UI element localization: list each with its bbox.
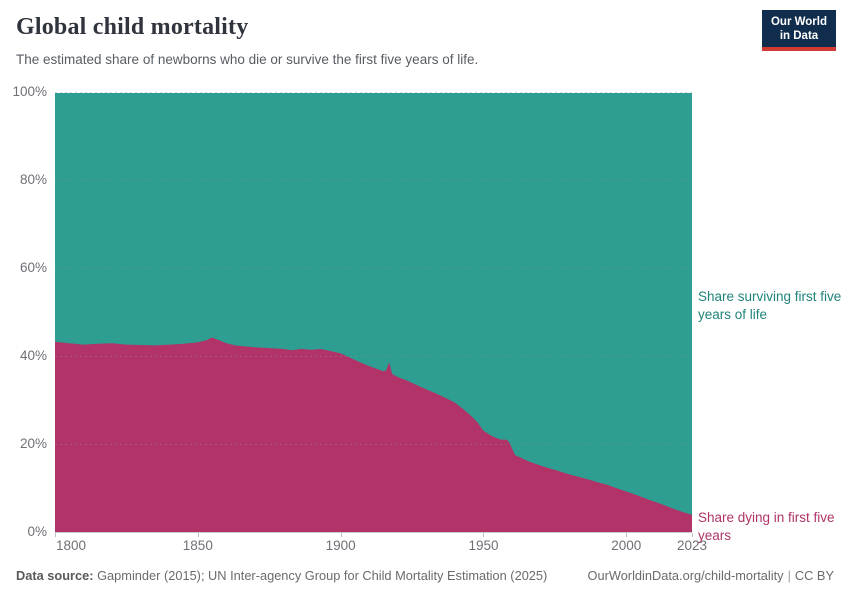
y-tick-label: 40% [19,348,47,363]
x-tick-label: 1850 [182,538,213,553]
x-axis [55,533,693,537]
data-source-label: Data source: [16,568,94,583]
y-tick-label: 20% [19,436,47,451]
y-tick-label: 80% [19,172,47,187]
footer-separator: | [787,568,791,583]
footer-links: OurWorldinData.org/child-mortality | CC BY [588,568,834,583]
x-tick-label: 1800 [56,538,87,553]
data-source-text: Gapminder (2015); UN Inter-agency Group … [97,568,548,583]
y-tick-label: 0% [27,524,47,539]
chart-url-link[interactable]: OurWorldinData.org/child-mortality [587,568,784,583]
license-link[interactable]: CC BY [794,568,834,583]
x-tick-label: 1950 [468,538,499,553]
x-tick-label: 2000 [611,538,642,553]
y-tick-label: 100% [12,84,47,99]
y-tick-label: 60% [19,260,47,275]
area-dying-series[interactable] [55,337,692,533]
page-subtitle: The estimated share of newborns who die … [16,52,479,67]
x-tick-label: 1900 [325,538,356,553]
data-source-line: Data source: Gapminder (2015); UN Inter-… [16,568,547,583]
owid-logo-line1: Our World [770,16,827,28]
owid-logo[interactable]: Our World in Data [762,10,836,52]
footer: Data source: Gapminder (2015); UN Inter-… [16,568,834,583]
page-title: Global child mortality [16,14,249,40]
legend-label-surviving: Share surviving first five years of life [698,289,842,322]
legend-label-dying: Share dying in first five years [698,510,835,543]
x-tick-label: 2023 [676,538,708,553]
owid-logo-line2: in Data [779,30,819,43]
y-gridlines [55,92,692,533]
